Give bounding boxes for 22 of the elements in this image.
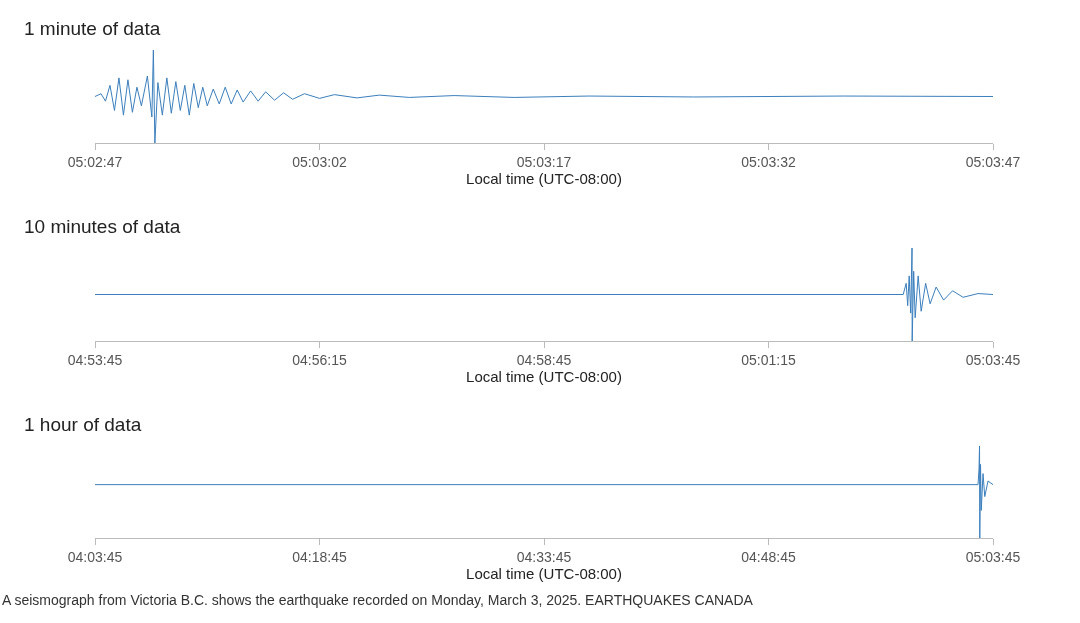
x-tick-label: 05:03:47 — [965, 153, 1021, 170]
x-tick-label: 05:03:17 — [516, 153, 572, 170]
x-tick-label: 04:48:45 — [741, 548, 796, 565]
x-tick-label: 04:18:45 — [292, 548, 347, 565]
chart-title: 10 minutes of data — [24, 215, 181, 237]
chart-title: 1 minute of data — [24, 17, 161, 39]
x-tick-label: 04:56:15 — [292, 351, 347, 368]
chart-title: 1 hour of data — [24, 413, 142, 435]
x-tick-label: 04:03:45 — [67, 548, 123, 565]
x-tick-label: 05:01:15 — [741, 351, 796, 368]
x-axis-title: Local time (UTC-08:00) — [466, 169, 622, 187]
x-axis-title: Local time (UTC-08:00) — [466, 564, 622, 582]
x-tick-label: 04:33:45 — [516, 548, 572, 565]
x-tick-label: 04:53:45 — [67, 351, 123, 368]
x-tick-label: 05:03:32 — [741, 153, 796, 170]
text: A seismograph from Victoria B.C. shows the earthquake recorded on Monday, March 3, 2025. EARTHQUAKES CANADA — [2, 592, 754, 608]
x-tick-label: 05:03:02 — [292, 153, 347, 170]
x-tick-label: 05:03:45 — [965, 548, 1021, 565]
x-axis-title: Local time (UTC-08:00) — [466, 367, 622, 385]
x-tick-label: 05:02:47 — [67, 153, 123, 170]
x-tick-label: 05:03:45 — [965, 351, 1021, 368]
x-tick-label: 04:58:45 — [516, 351, 572, 368]
